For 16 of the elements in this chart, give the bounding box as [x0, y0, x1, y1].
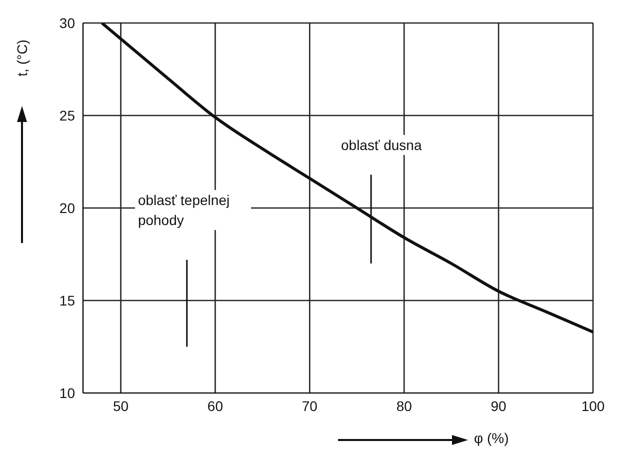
y-tick-label: 15	[59, 292, 76, 308]
x-tick-label: 100	[581, 398, 605, 414]
x-tick-label: 90	[490, 398, 507, 414]
x-axis-title: φ (%)	[474, 430, 509, 446]
annotation: oblasť dusna	[338, 134, 425, 154]
x-tick-label: 50	[112, 398, 129, 414]
x-tick-label: 80	[396, 398, 412, 414]
line-series	[100, 23, 593, 334]
y-tick-label: 20	[59, 200, 76, 216]
x-tick-label: 70	[302, 398, 318, 414]
y-axis-title: t, (°C)	[14, 40, 30, 76]
y-tick-label: 10	[59, 384, 76, 401]
y-tick-label: 30	[59, 14, 76, 31]
annotation: oblasť tepelnej pohody	[134, 190, 251, 230]
x-tick-label: 60	[207, 398, 224, 414]
y-tick-label: 25	[59, 107, 76, 124]
